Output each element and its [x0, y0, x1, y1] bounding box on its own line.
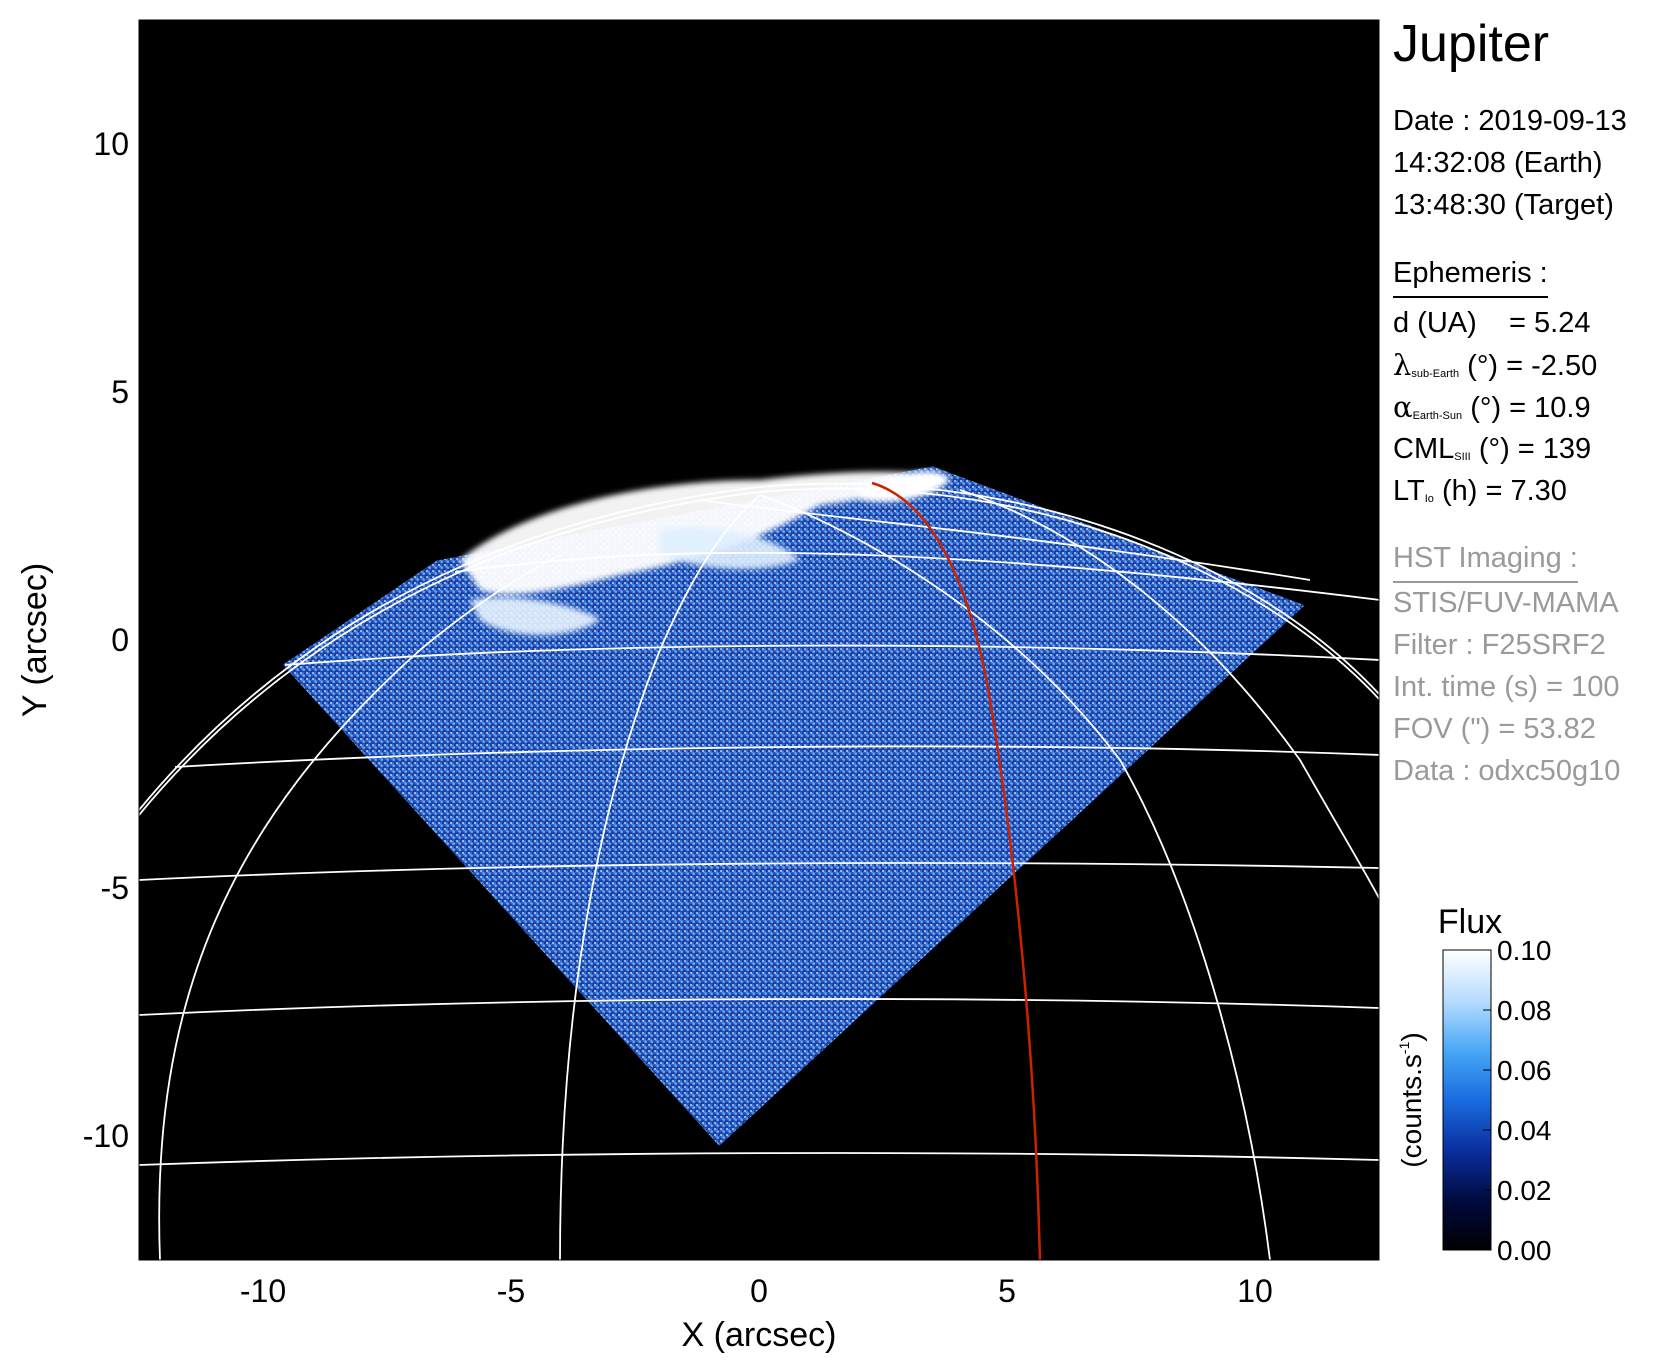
x-tick-label: 5	[998, 1273, 1016, 1309]
colorbar-tick-label: 0.02	[1497, 1175, 1552, 1206]
io-local-time: LTIo (h) = 7.30	[1393, 475, 1567, 507]
hst-imaging-title: HST Imaging :	[1393, 537, 1578, 583]
time-target: 13:48:30 (Target)	[1393, 189, 1614, 221]
longitude-line	[559, 494, 761, 1260]
ephemeris-title: Ephemeris :	[1393, 252, 1548, 298]
colorbar-tick-label: 0.10	[1497, 935, 1552, 966]
colorbar-tick-label: 0.00	[1497, 1235, 1552, 1266]
limb-line	[139, 482, 1379, 811]
x-tick-label: -10	[240, 1273, 286, 1309]
x-tick-label: 10	[1237, 1273, 1273, 1309]
latitude-line	[139, 998, 1379, 1016]
latitude-line	[139, 862, 1379, 881]
y-tick-label: 0	[111, 622, 129, 658]
colorbar-tick-label: 0.06	[1497, 1055, 1552, 1086]
colorbar-label: (counts.s-1)	[1396, 1032, 1427, 1167]
x-axis-label: X (arcsec)	[682, 1316, 837, 1354]
integration-time: Int. time (s) = 100	[1393, 671, 1620, 703]
colorbar-title: Flux	[1438, 903, 1502, 941]
y-axis: 10 5 0 -5 -10	[83, 126, 149, 1154]
dataset-id: Data : odxc50g10	[1393, 755, 1621, 787]
longitude-line	[759, 494, 1271, 1260]
y-tick-label: -10	[83, 1118, 129, 1154]
y-axis-label: Y (arcsec)	[16, 563, 54, 717]
observation-date: Date : 2019-09-13	[1393, 105, 1627, 137]
image-region	[282, 466, 1305, 1146]
io-footprint-line	[871, 481, 1042, 1260]
longitude-line	[158, 554, 561, 1260]
x-tick-label: 0	[750, 1273, 768, 1309]
y-tick-label: 10	[93, 126, 129, 162]
central-meridian-longitude: CMLSIII (°) = 139	[1393, 433, 1592, 465]
aurora-emission	[460, 471, 950, 635]
colorbar	[1442, 949, 1492, 1251]
latitude-line	[454, 551, 1379, 601]
latitude-line	[174, 745, 1379, 768]
chart-title: Jupiter	[1393, 15, 1550, 73]
colorbar-tick-label: 0.08	[1497, 995, 1552, 1026]
sub-earth-latitude: λsub-Earth (°) = -2.50	[1393, 348, 1598, 382]
longitude-line	[959, 489, 1379, 901]
instrument: STIS/FUV-MAMA	[1393, 587, 1619, 619]
field-of-view: FOV (") = 53.82	[1393, 713, 1596, 745]
colorbar-tick-label: 0.04	[1497, 1115, 1552, 1146]
x-tick-label: -5	[497, 1273, 525, 1309]
lat-lon-grid	[139, 482, 1379, 1260]
y-tick-label: 5	[111, 374, 129, 410]
y-tick-label: -5	[101, 870, 129, 906]
colorbar-ticks: 0.00 0.02 0.04 0.06 0.08 0.10	[1483, 935, 1552, 1266]
latitude-line	[139, 1152, 1379, 1166]
phase-angle: αEarth-Sun (°) = 10.9	[1393, 390, 1591, 424]
distance-value: d (UA) = 5.24	[1393, 307, 1591, 339]
x-axis: -10 -5 0 5 10	[240, 1250, 1273, 1309]
filter: Filter : F25SRF2	[1393, 629, 1606, 661]
time-earth: 14:32:08 (Earth)	[1393, 147, 1603, 179]
